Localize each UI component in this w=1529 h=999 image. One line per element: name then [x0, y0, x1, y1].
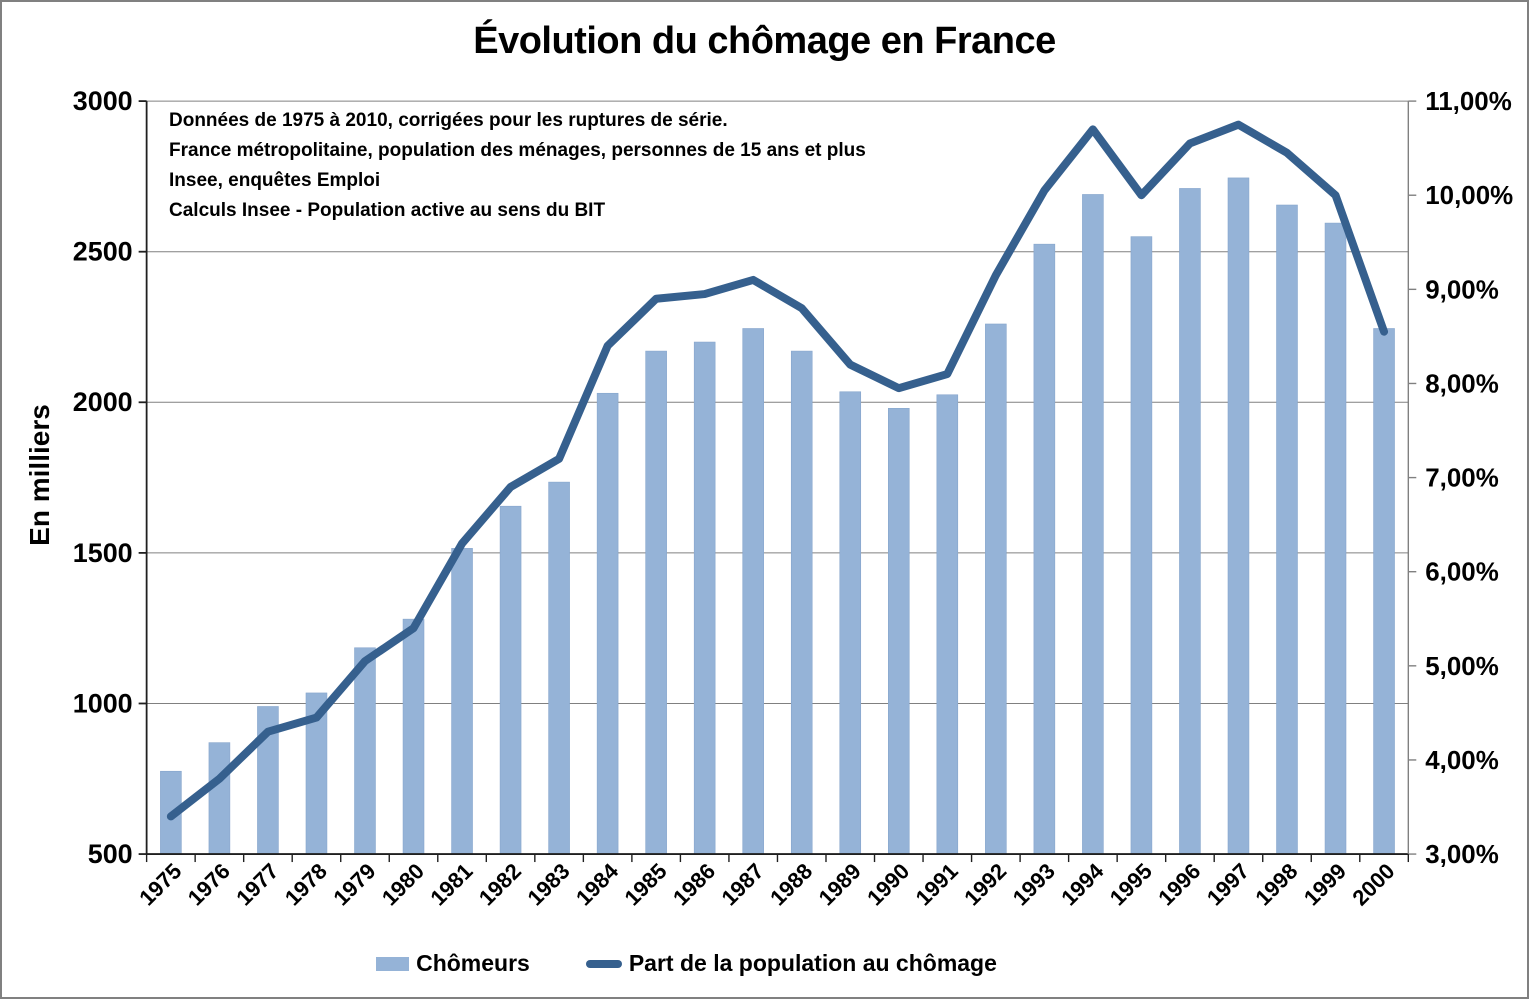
x-axis-year-label: 1979 — [328, 858, 380, 910]
x-axis-year-label: 1999 — [1299, 858, 1351, 910]
bar-1988 — [790, 350, 813, 855]
x-axis-year-label: 1976 — [183, 858, 235, 910]
legend-label-bar-series: Chômeurs — [416, 950, 530, 976]
x-axis-year-label: 1985 — [619, 858, 671, 910]
bar-1983 — [548, 481, 570, 855]
annotation-line: Calculs Insee - Population active au sen… — [169, 200, 606, 221]
bar-1994 — [1082, 194, 1104, 855]
x-axis-year-label: 2000 — [1347, 858, 1399, 910]
right-axis-tick-label: 11,00% — [1425, 88, 1511, 116]
left-axis-tick-label: 500 — [88, 839, 133, 869]
bar-1998 — [1276, 204, 1298, 855]
bar-1980 — [402, 618, 425, 855]
annotation-line: Données de 1975 à 2010, corrigées pour l… — [169, 110, 728, 131]
legend: Chômeurs Part de la population au chômag… — [2, 950, 1527, 977]
bar-1995 — [1130, 236, 1153, 855]
x-axis-year-label: 1977 — [231, 858, 283, 910]
x-axis-year-label: 1993 — [1008, 858, 1060, 910]
x-axis-year-label: 1980 — [377, 858, 429, 910]
bar-1982 — [499, 505, 522, 855]
annotation-line: Insee, enquêtes Emploi — [169, 170, 381, 191]
bar-1992 — [985, 323, 1007, 855]
right-axis-tick-label: 10,00% — [1425, 182, 1513, 210]
bar-series-swatch-icon — [376, 956, 410, 971]
right-axis-tick-label: 6,00% — [1425, 559, 1499, 587]
right-axis-tick-label: 8,00% — [1425, 370, 1499, 398]
x-axis-year-label: 1990 — [862, 858, 914, 910]
x-axis-year-label: 1998 — [1250, 858, 1302, 910]
bar-1999 — [1324, 222, 1347, 855]
bar-1989 — [839, 391, 862, 855]
x-axis-year-label: 1994 — [1056, 858, 1109, 911]
x-axis-year-label: 1997 — [1202, 858, 1254, 910]
bar-1976 — [208, 742, 231, 855]
right-axis-tick-label: 7,00% — [1425, 465, 1499, 493]
bar-1985 — [645, 350, 667, 855]
bar-2000 — [1373, 328, 1395, 855]
left-axis-tick-label: 1000 — [73, 688, 133, 718]
left-axis-tick-label: 2500 — [73, 237, 133, 267]
x-axis-year-label: 1992 — [959, 858, 1011, 910]
x-axis-year-label: 1995 — [1105, 858, 1157, 910]
bar-1997 — [1227, 177, 1250, 855]
rate-line — [166, 120, 1389, 821]
bar-1986 — [693, 341, 716, 855]
x-axis-year-label: 1991 — [911, 858, 963, 910]
x-axis-year-label: 1978 — [280, 858, 332, 910]
x-axis-year-label: 1982 — [474, 858, 526, 910]
left-axis-tick-label: 1500 — [73, 538, 133, 568]
line-series-swatch-icon — [585, 959, 622, 968]
bar-1996 — [1179, 188, 1201, 855]
x-axis-year-label: 1983 — [522, 858, 574, 910]
left-axis-tick-label: 2000 — [73, 387, 133, 417]
annotation-line: France métropolitaine, population des mé… — [169, 140, 866, 161]
x-axis-year-label: 1981 — [425, 858, 477, 910]
x-axis-year-label: 1975 — [134, 858, 186, 910]
bar-1991 — [936, 394, 959, 855]
right-axis-tick-label: 4,00% — [1425, 747, 1499, 775]
bar-1993 — [1033, 243, 1056, 855]
x-axis-year-label: 1988 — [765, 858, 817, 910]
legend-label-line-series: Part de la population au chômage — [628, 950, 997, 976]
annotation-block: Données de 1975 à 2010, corrigées pour l… — [169, 106, 866, 226]
x-axis-year-label: 1996 — [1153, 858, 1205, 910]
x-axis-year-label: 1984 — [571, 858, 624, 911]
bar-1979 — [354, 647, 376, 855]
x-axis-year-label: 1989 — [814, 858, 866, 910]
x-axis-year-label: 1986 — [668, 858, 720, 910]
bar-1987 — [742, 328, 764, 855]
bar-1981 — [451, 548, 473, 855]
bar-1990 — [888, 408, 910, 855]
bar-1984 — [596, 392, 619, 855]
right-axis-tick-label: 3,00% — [1425, 841, 1499, 869]
legend-item-chomeurs: Chômeurs — [376, 950, 530, 977]
legend-item-part-population: Part de la population au chômage — [585, 950, 997, 977]
chart-title: Évolution du chômage en France — [473, 20, 1056, 62]
right-axis-tick-label: 5,00% — [1425, 653, 1499, 681]
left-axis-tick-label: 3000 — [73, 86, 133, 116]
x-axis-year-label: 1987 — [717, 858, 769, 910]
right-axis-tick-label: 9,00% — [1425, 276, 1499, 304]
